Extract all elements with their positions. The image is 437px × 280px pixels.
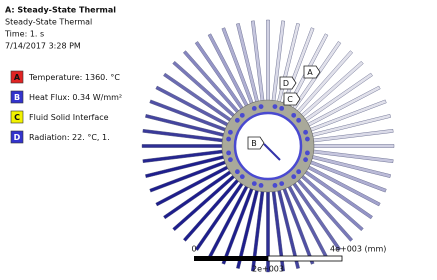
ring-spot — [252, 106, 257, 111]
ring-spot — [291, 113, 296, 118]
ring-spot — [279, 106, 284, 111]
scale-bar-dark — [194, 256, 268, 261]
legend-letter: D — [14, 133, 21, 142]
ring-spot — [296, 169, 301, 174]
analysis-title: A: Steady-State Thermal — [5, 6, 116, 15]
legend-label: Temperature: 1360. °C — [28, 73, 120, 82]
legend-letter: C — [14, 113, 20, 122]
legend-label: Radiation: 22. °C, 1. — [29, 133, 110, 142]
viewport: A: Steady-State Thermal Steady-State The… — [0, 0, 437, 280]
callout: A — [304, 66, 320, 78]
fin — [312, 144, 394, 147]
callout-letter: C — [287, 95, 293, 104]
scale-middle: 2e+003 — [252, 265, 284, 274]
callout: D — [280, 77, 296, 89]
ring-spot — [226, 151, 231, 156]
scale-end: 4e+003 (mm) — [330, 245, 386, 254]
ring-spot — [279, 181, 284, 186]
callout-letter: B — [251, 139, 257, 148]
analysis-date: 7/14/2017 3:28 PM — [5, 42, 81, 51]
ring-spot — [226, 137, 231, 142]
ring-spot — [235, 169, 240, 174]
ring-spot — [228, 130, 233, 135]
ring-spot — [305, 137, 310, 142]
ring-spot — [235, 118, 240, 123]
fin — [142, 144, 224, 147]
ring-spot — [252, 181, 257, 186]
ring-spot — [259, 183, 264, 188]
analysis-time: Time: 1. s — [4, 30, 44, 39]
callout: C — [284, 93, 300, 105]
ring-spot — [228, 157, 233, 162]
ring-spot — [296, 118, 301, 123]
callout-letter: D — [283, 79, 289, 88]
ring-spot — [291, 174, 296, 179]
scale-bar-light — [268, 256, 342, 261]
legend-label: Heat Flux: 0.34 W/mm² — [29, 93, 122, 102]
ring-inner — [235, 113, 301, 179]
ring-spot — [240, 113, 245, 118]
ring-spot — [303, 157, 308, 162]
ring-spot — [303, 130, 308, 135]
ring-spot — [273, 183, 278, 188]
fin — [266, 20, 269, 102]
scale-start: 0 — [191, 245, 196, 254]
legend-letter: A — [14, 73, 21, 82]
analysis-subtitle: Steady-State Thermal — [5, 18, 92, 27]
callout: B — [248, 137, 264, 149]
ring-spot — [259, 104, 264, 109]
ring-spot — [273, 104, 278, 109]
callout-letter: A — [307, 68, 313, 77]
legend-label: Fluid Solid Interface — [29, 113, 109, 122]
ring-spot — [240, 174, 245, 179]
legend-letter: B — [14, 93, 20, 102]
ring-spot — [305, 151, 310, 156]
